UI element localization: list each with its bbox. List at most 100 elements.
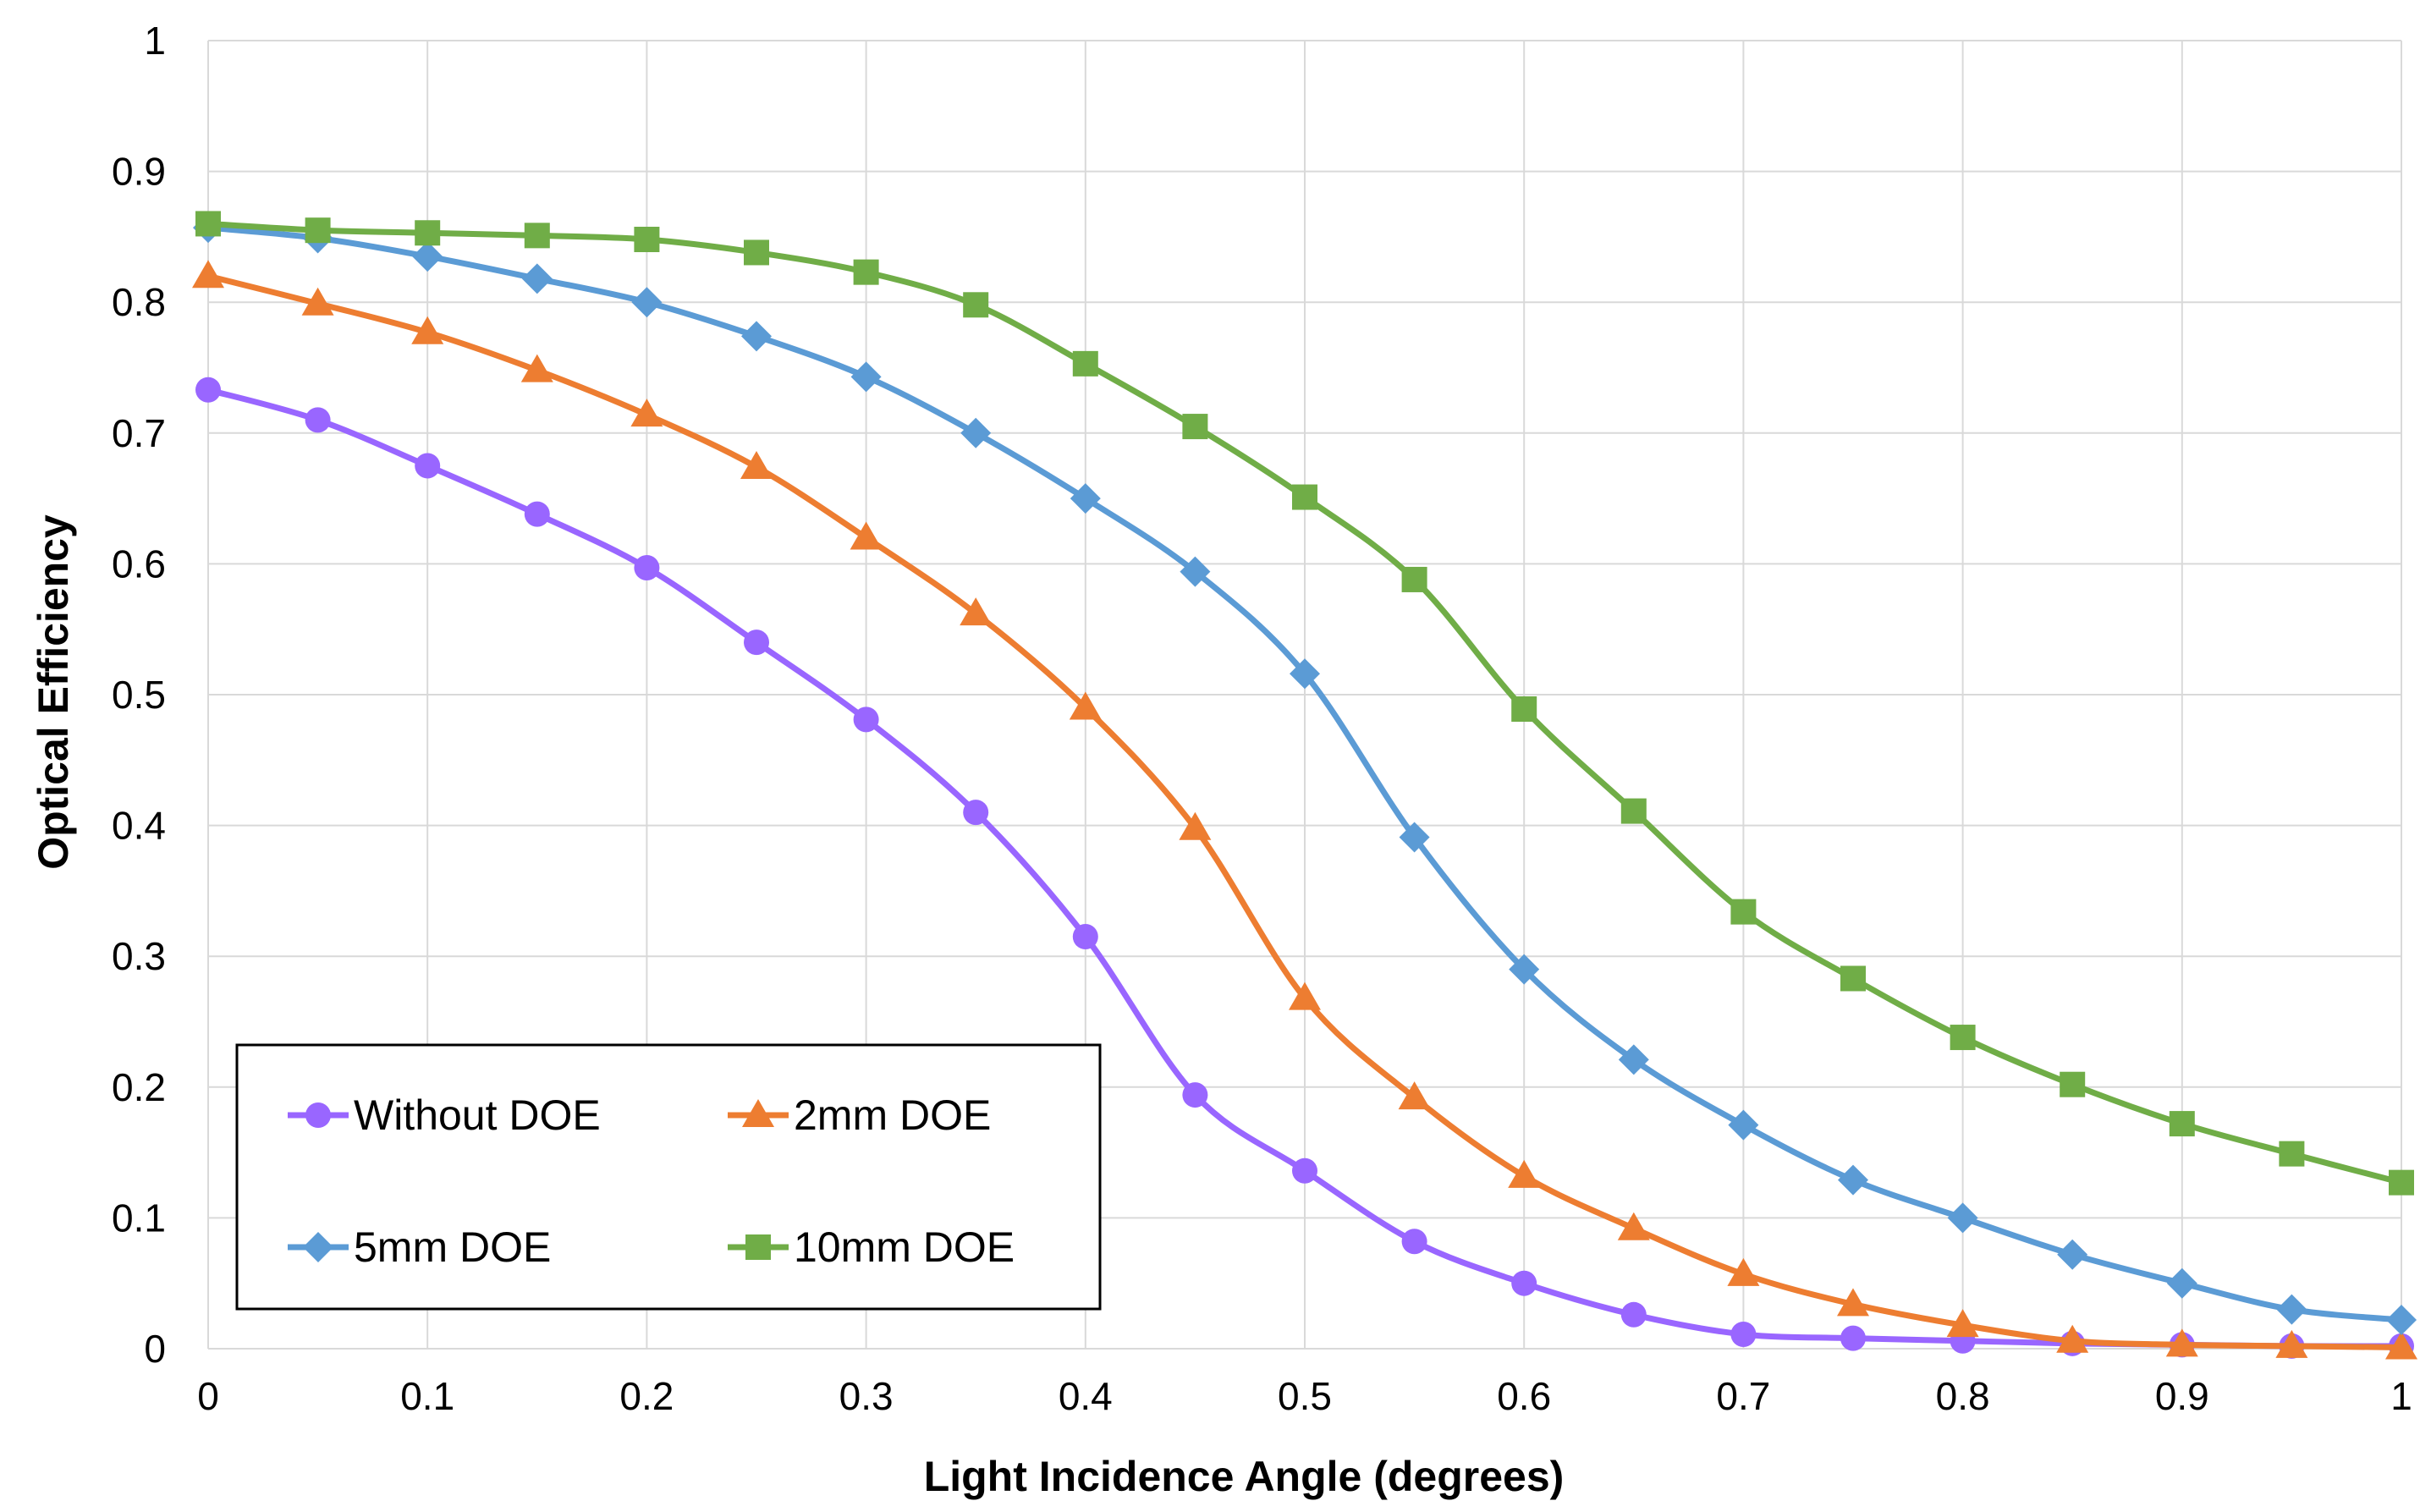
x-axis-title: Light Incidence Angle (degrees)	[924, 1453, 1565, 1500]
data-point-5mm-doe	[741, 321, 772, 352]
y-tick-label: 0.7	[112, 411, 166, 455]
data-point-2mm-doe	[2275, 1329, 2308, 1358]
data-point-without-doe	[524, 501, 550, 527]
data-point-2mm-doe	[2165, 1328, 2198, 1357]
data-point-5mm-doe	[1290, 658, 1320, 690]
y-tick-label: 0.2	[112, 1065, 166, 1109]
data-point-5mm-doe	[631, 287, 663, 318]
legend-item-5mm-doe: 5mm DOE	[288, 1223, 551, 1271]
data-point-2mm-doe	[2056, 1324, 2089, 1353]
y-tick-label: 0.3	[112, 934, 166, 978]
data-point-without-doe	[963, 800, 989, 826]
data-point-5mm-doe	[1399, 822, 1430, 853]
legend: Without DOE 2mm DOE 5mm DOE 10mm DOE	[235, 1043, 1102, 1311]
data-point-10mm-doe	[634, 226, 660, 252]
x-tick-label: 0.6	[1497, 1374, 1551, 1418]
x-tick-label: 0.9	[2155, 1374, 2209, 1418]
data-point-without-doe	[634, 555, 660, 581]
data-point-without-doe	[1840, 1325, 1866, 1351]
data-point-10mm-doe	[1292, 484, 1317, 510]
data-point-without-doe	[853, 707, 879, 733]
data-point-10mm-doe	[1401, 566, 1427, 592]
legend-box	[235, 1043, 1102, 1311]
legend-item-2mm-doe: 2mm DOE	[728, 1091, 991, 1139]
y-axis-ticks: 0 0.1 0.2 0.3 0.4 0.5 0.6 0.7 0.8 0.9 1	[112, 19, 166, 1371]
data-point-5mm-doe	[1180, 556, 1211, 587]
x-tick-label: 0	[197, 1374, 219, 1418]
data-point-2mm-doe	[1837, 1288, 1869, 1317]
data-point-10mm-doe	[305, 217, 331, 244]
x-tick-label: 0.4	[1059, 1374, 1113, 1418]
data-point-10mm-doe	[2060, 1071, 2086, 1097]
data-point-2mm-doe	[1069, 691, 1102, 720]
data-point-without-doe	[744, 630, 769, 656]
series-layer	[192, 211, 2417, 1360]
data-point-10mm-doe	[1840, 965, 1866, 992]
data-point-10mm-doe	[2279, 1141, 2305, 1167]
legend-marker	[305, 1102, 331, 1128]
data-point-10mm-doe	[415, 220, 441, 246]
y-tick-label: 0.8	[112, 280, 166, 324]
data-point-2mm-doe	[960, 597, 993, 626]
x-tick-label: 0.5	[1278, 1374, 1332, 1418]
legend-marker	[745, 1234, 771, 1260]
x-tick-label: 1	[2390, 1374, 2412, 1418]
data-point-2mm-doe	[1946, 1309, 1979, 1338]
data-point-10mm-doe	[1072, 350, 1098, 377]
data-point-2mm-doe	[2385, 1331, 2417, 1360]
series-line-5mm-doe	[207, 224, 2402, 1323]
data-point-2mm-doe	[1179, 811, 1212, 840]
data-point-10mm-doe	[744, 239, 769, 266]
data-point-5mm-doe	[2057, 1239, 2088, 1270]
data-point-10mm-doe	[963, 292, 989, 318]
data-point-2mm-doe	[520, 354, 553, 382]
data-point-5mm-doe	[1618, 1044, 1649, 1075]
data-point-5mm-doe	[1728, 1109, 1759, 1141]
data-point-5mm-doe	[412, 241, 443, 272]
data-point-10mm-doe	[1511, 696, 1537, 723]
data-point-10mm-doe	[853, 259, 879, 285]
data-point-2mm-doe	[301, 287, 334, 316]
data-point-5mm-doe	[2386, 1304, 2417, 1335]
data-point-2mm-doe	[740, 450, 773, 479]
x-axis-ticks: 0 0.1 0.2 0.3 0.4 0.5 0.6 0.7 0.8 0.9 1	[197, 1374, 2412, 1418]
data-point-5mm-doe	[1947, 1202, 1978, 1234]
data-point-2mm-doe	[1727, 1257, 1760, 1286]
y-tick-label: 0.9	[112, 150, 166, 194]
y-tick-label: 1	[144, 19, 166, 63]
y-tick-label: 0.6	[112, 542, 166, 586]
data-point-5mm-doe	[521, 263, 553, 294]
data-point-2mm-doe	[630, 399, 663, 427]
data-point-5mm-doe	[2166, 1267, 2197, 1299]
series-10mm-doe	[195, 211, 2414, 1196]
legend-label: 10mm DOE	[794, 1223, 1015, 1271]
data-point-10mm-doe	[1182, 414, 1208, 440]
data-point-without-doe	[1730, 1321, 1757, 1347]
legend-marker	[303, 1232, 333, 1262]
data-point-10mm-doe	[524, 223, 550, 249]
y-axis-title: Optical Efficiency	[30, 514, 77, 870]
data-point-without-doe	[415, 453, 441, 479]
x-tick-label: 0.8	[1936, 1374, 1990, 1418]
legend-item-10mm-doe: 10mm DOE	[728, 1223, 1015, 1271]
data-point-10mm-doe	[2169, 1111, 2195, 1137]
series-line-without-doe	[207, 387, 2402, 1350]
legend-label: Without DOE	[354, 1091, 601, 1139]
data-point-without-doe	[1401, 1229, 1427, 1255]
data-point-2mm-doe	[1617, 1212, 1650, 1240]
x-tick-label: 0.3	[839, 1374, 894, 1418]
legend-item-without-doe: Without DOE	[288, 1091, 601, 1139]
x-tick-label: 0.7	[1716, 1374, 1770, 1418]
y-tick-label: 0.5	[112, 673, 166, 717]
data-point-10mm-doe	[1730, 899, 1757, 925]
data-point-5mm-doe	[1070, 483, 1101, 514]
data-point-2mm-doe	[1289, 981, 1321, 1010]
y-tick-label: 0.4	[112, 804, 166, 848]
data-point-2mm-doe	[1398, 1081, 1431, 1110]
data-point-without-doe	[1182, 1082, 1208, 1108]
legend-marker	[742, 1099, 774, 1127]
data-point-5mm-doe	[1509, 954, 1540, 985]
data-point-without-doe	[1292, 1157, 1317, 1184]
data-point-5mm-doe	[2276, 1294, 2307, 1325]
